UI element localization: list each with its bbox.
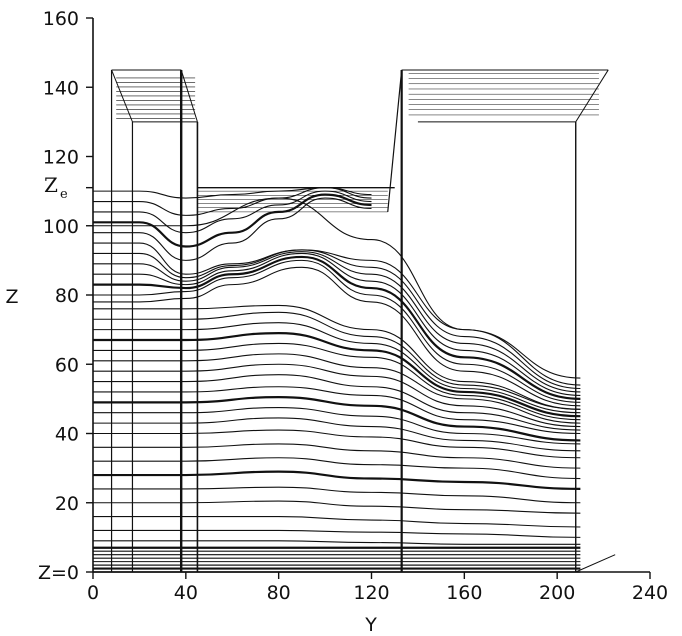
- series-line-28: [93, 304, 581, 410]
- series-line-23: [92, 353, 581, 424]
- y-tick-label: 160: [43, 8, 79, 30]
- y-tick-label: 60: [55, 354, 79, 376]
- series-line-13: [93, 470, 581, 490]
- x-tick-label: 240: [632, 582, 668, 604]
- y-tick-label: 140: [43, 77, 79, 99]
- series-line-18: [92, 406, 581, 445]
- series-line-33: [93, 251, 581, 393]
- series-line-31: [93, 255, 581, 400]
- series-line-17: [93, 417, 581, 452]
- frame-line: [575, 69, 609, 123]
- series-line-16: [93, 429, 581, 459]
- y-tick-label: 80: [55, 285, 79, 307]
- x-tick-label: 80: [267, 582, 291, 604]
- ze-annotation-main: Z: [44, 173, 58, 197]
- x-tick-label: 40: [174, 582, 198, 604]
- series-line-32: [92, 252, 581, 396]
- series-line-38: [93, 190, 372, 234]
- x-tick-label: 200: [539, 582, 575, 604]
- ticks: 0 40 80 120 160 200 240 Z=0 20 40 60 80 100 120 140 160: [38, 8, 668, 604]
- frame-line: [575, 554, 616, 573]
- series-line-21: [92, 374, 581, 431]
- series-line-9: [92, 529, 581, 538]
- y-axis-label: Z: [5, 286, 18, 308]
- series-line-11: [92, 500, 581, 514]
- series-line-15: [93, 443, 581, 469]
- y-tick-label: Z=0: [38, 562, 79, 584]
- x-tick-label: 160: [446, 582, 482, 604]
- y-tick-label: 100: [43, 216, 79, 238]
- y-tick-label: 120: [43, 147, 79, 169]
- frame-line: [387, 69, 403, 212]
- series-line-40: [93, 187, 372, 199]
- ze-annotation-sub: e: [60, 187, 68, 202]
- x-tick-label: 120: [353, 582, 389, 604]
- series-line-20: [92, 386, 581, 435]
- y-tick-label: 20: [55, 493, 79, 515]
- series-line-25: [92, 331, 581, 418]
- series-line-36: [92, 197, 372, 261]
- x-axis-label: Y: [364, 614, 377, 636]
- series-line-27: [93, 311, 581, 410]
- series-layer: [92, 187, 581, 570]
- series-line-29: [93, 266, 581, 407]
- series-line-14: [92, 457, 581, 480]
- series-line-30: [93, 259, 581, 403]
- series-line-37: [92, 193, 372, 248]
- series-line-41: [93, 197, 581, 379]
- series-line-26: [93, 322, 581, 414]
- series-line-19: [93, 396, 581, 442]
- x-tick-label: 0: [87, 582, 99, 604]
- series-line-12: [92, 486, 581, 504]
- series-line-10: [93, 516, 581, 528]
- series-line-22: [93, 363, 581, 428]
- ze-annotation: Z e: [44, 173, 68, 202]
- perspective-frame: [93, 69, 616, 573]
- series-line-8: [93, 540, 581, 545]
- series-line-24: [93, 342, 581, 421]
- y-tick-label: 40: [55, 424, 79, 446]
